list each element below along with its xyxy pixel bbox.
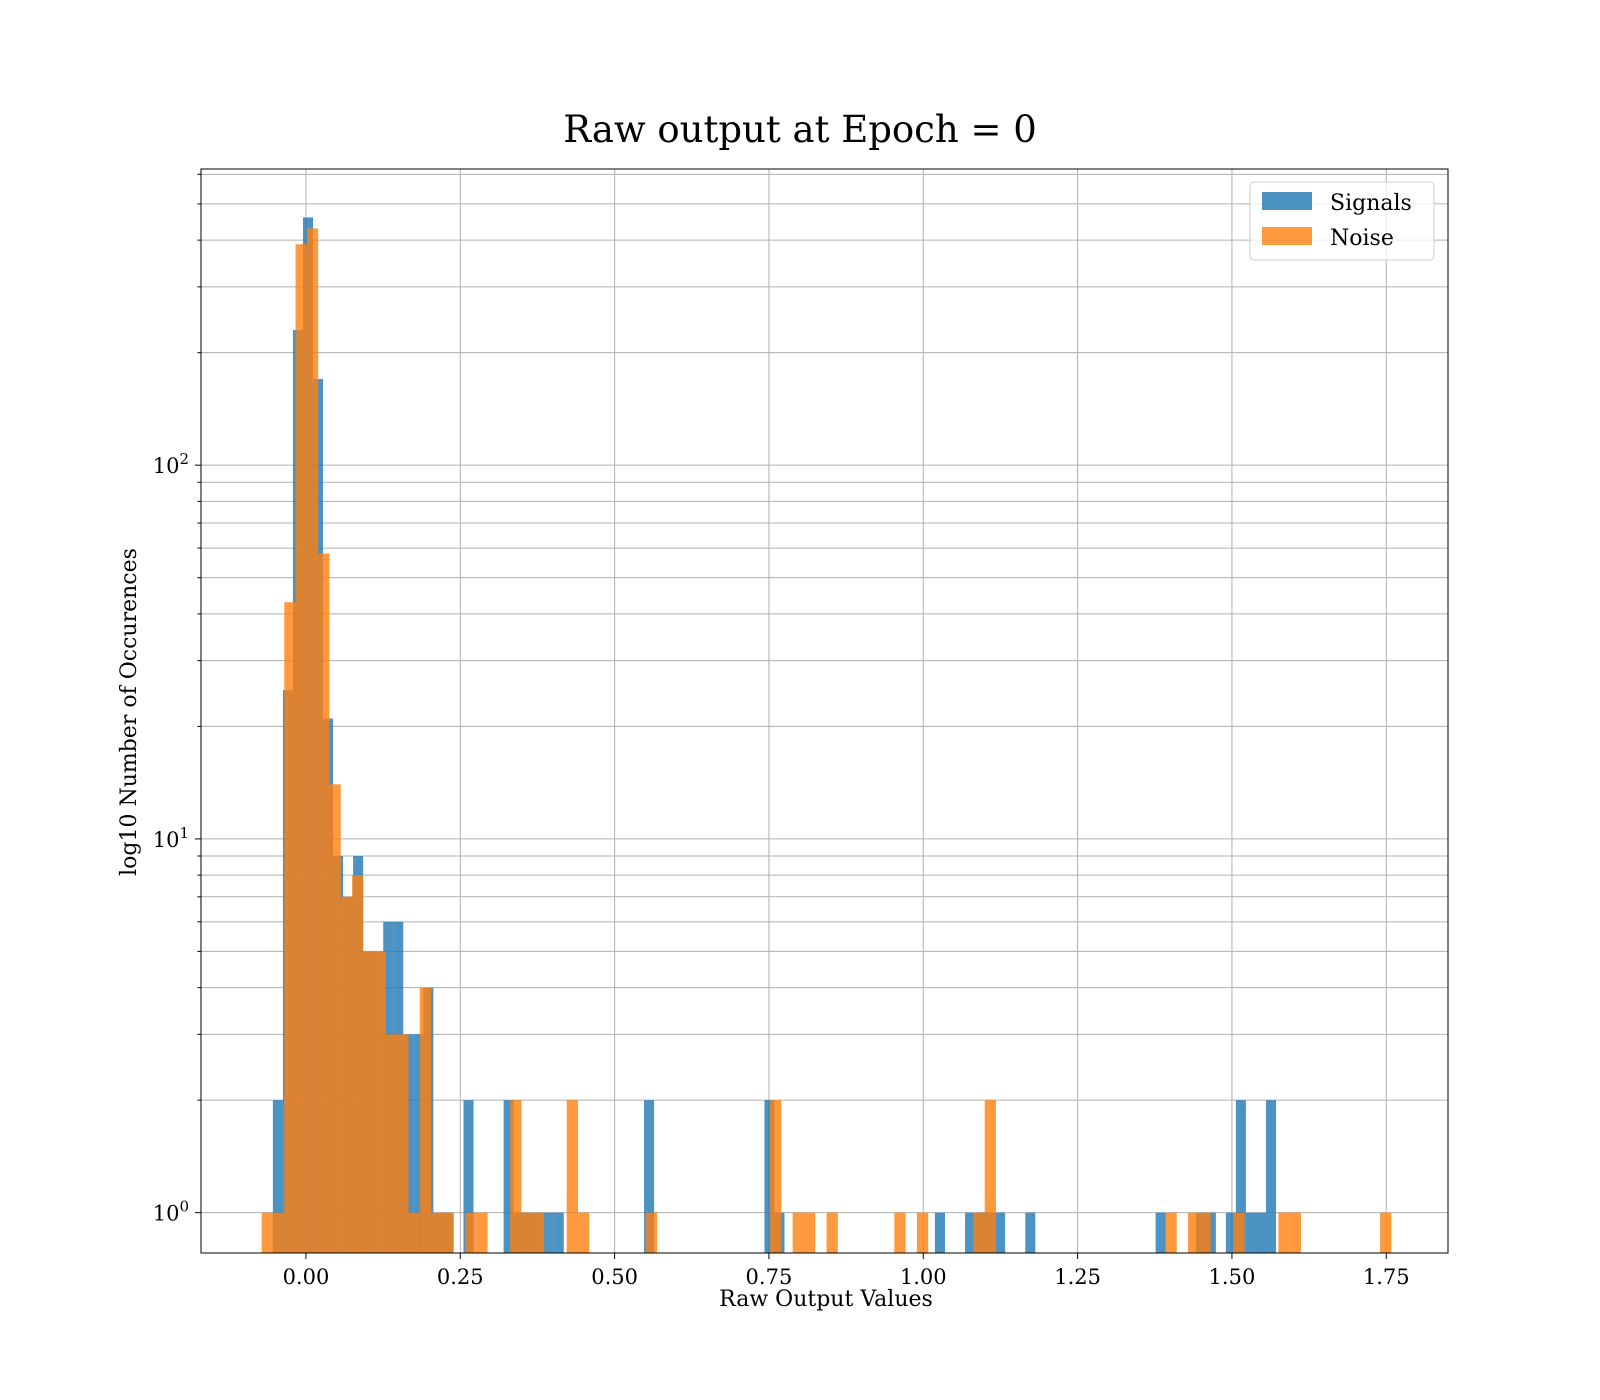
x-tick-label: 1.00: [900, 1265, 947, 1289]
bar-signals: [1156, 1213, 1166, 1253]
x-tick-label: 1.25: [1054, 1265, 1101, 1289]
legend-swatch-signals: [1262, 192, 1312, 210]
bar-signals: [1266, 1100, 1276, 1253]
bar-noise: [363, 951, 374, 1253]
bar-signals: [995, 1213, 1005, 1253]
bar-noise: [341, 897, 352, 1253]
bar-noise: [431, 1213, 442, 1253]
bar-noise: [307, 228, 318, 1253]
bar-noise: [973, 1213, 984, 1253]
x-tick-label: 0.00: [283, 1265, 330, 1289]
x-tick-label: 0.25: [437, 1265, 484, 1289]
bar-noise: [420, 988, 431, 1253]
x-tick-label: 0.75: [746, 1265, 793, 1289]
bar-noise: [567, 1100, 578, 1253]
legend-swatch-noise: [1262, 227, 1312, 245]
legend-label-noise: Noise: [1330, 226, 1394, 251]
bar-noise: [284, 602, 295, 1253]
bar-signals: [544, 1213, 554, 1253]
bar-noise: [296, 244, 307, 1253]
bar-noise: [1380, 1213, 1391, 1253]
bar-signals: [1256, 1213, 1266, 1253]
plot-area: 0.00 0.25 0.50 0.75 1.00 1.25 1.50 1.75 1001011…: [153, 169, 1448, 1289]
legend-label-signals: Signals: [1330, 191, 1412, 216]
bar-noise: [646, 1213, 657, 1253]
bar-noise: [262, 1213, 273, 1253]
bar-noise: [442, 1213, 453, 1253]
bar-noise: [985, 1100, 996, 1253]
bar-noise: [476, 1213, 487, 1253]
bar-noise: [375, 951, 386, 1253]
x-tick-label: 1.50: [1209, 1265, 1256, 1289]
bar-noise: [1233, 1213, 1244, 1253]
bar-noise: [386, 1034, 397, 1253]
bar-signals: [935, 1213, 945, 1253]
bar-noise: [318, 554, 329, 1253]
x-axis-label: Raw Output Values: [719, 1287, 933, 1312]
bar-noise: [273, 1213, 284, 1253]
bar-signals: [1025, 1213, 1035, 1253]
x-tick-label: 0.50: [591, 1265, 638, 1289]
bar-noise: [770, 1100, 781, 1253]
chart-title: Raw output at Epoch = 0: [563, 108, 1037, 151]
bar-noise: [409, 1213, 420, 1253]
bar-signals: [1246, 1213, 1256, 1253]
legend: Signals Noise: [1250, 182, 1434, 260]
bar-noise: [917, 1213, 928, 1253]
bar-noise: [352, 875, 363, 1253]
bar-noise: [1188, 1213, 1199, 1253]
bar-noise: [894, 1213, 905, 1253]
bar-noise: [510, 1100, 521, 1253]
x-tick-label: 1.75: [1363, 1265, 1410, 1289]
bar-noise: [522, 1213, 533, 1253]
bar-noise: [329, 784, 340, 1253]
bar-signals: [554, 1213, 564, 1253]
bar-noise: [465, 1213, 476, 1253]
bar-noise: [1165, 1213, 1176, 1253]
y-axis-label: log10 Number of Occurences: [117, 548, 142, 876]
bar-noise: [1199, 1213, 1210, 1253]
bar-noise: [533, 1213, 544, 1253]
bar-noise: [397, 1034, 408, 1253]
bar-noise: [793, 1213, 804, 1253]
bar-noise: [827, 1213, 838, 1253]
bar-noise: [578, 1213, 589, 1253]
bar-noise: [804, 1213, 815, 1253]
bar-noise: [1290, 1213, 1301, 1253]
bar-noise: [1278, 1213, 1289, 1253]
